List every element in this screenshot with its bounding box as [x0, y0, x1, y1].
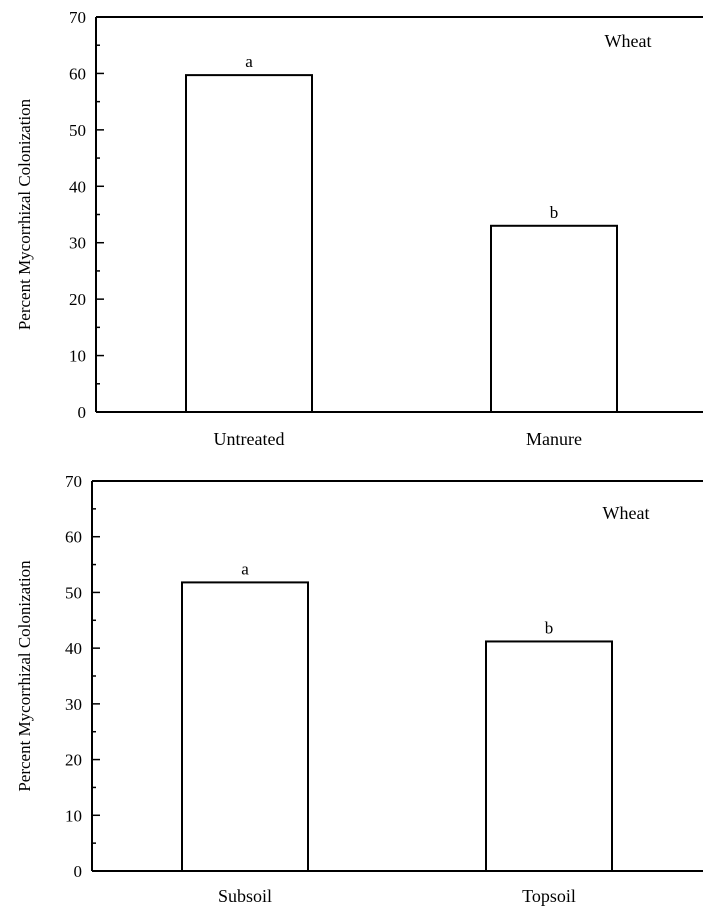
x-category-label: Manure	[526, 429, 582, 449]
bar-topsoil	[485, 640, 613, 873]
y-tick-label: 0	[78, 403, 87, 422]
panel-crop-label: Wheat	[603, 503, 650, 523]
y-tick-label: 70	[65, 472, 82, 491]
y-tick-label: 10	[65, 806, 82, 825]
y-tick-label: 20	[65, 751, 82, 770]
x-category-label: Topsoil	[522, 886, 576, 906]
panel-crop-label: Wheat	[605, 31, 652, 51]
y-axis-title: Percent Mycorrhizal Colonization	[15, 98, 34, 330]
bar-significance-label: b	[545, 618, 554, 637]
y-tick-label: 10	[69, 347, 86, 366]
chart-panel-bottom: 0 10 20 30 40 50 60 70 a Subsoil b Topsoil Percent M…	[15, 472, 703, 906]
bar-subsoil	[181, 581, 309, 873]
bar-significance-label: a	[245, 52, 253, 71]
bar-significance-label: a	[241, 559, 249, 578]
x-category-label: Subsoil	[218, 886, 272, 906]
x-category-label: Untreated	[214, 429, 285, 449]
y-tick-label: 40	[69, 177, 86, 196]
y-tick-label: 0	[74, 862, 83, 881]
y-tick-label: 20	[69, 290, 86, 309]
bar-untreated	[185, 74, 313, 413]
y-tick-label: 30	[69, 234, 86, 253]
y-tick-label: 60	[69, 64, 86, 83]
y-tick-label: 30	[65, 695, 82, 714]
chart-panel-top: 0 10 20 30 40 50 60 70 a Untreated b Manure Percent …	[15, 8, 703, 449]
y-tick-label: 70	[69, 8, 86, 27]
y-tick-label: 50	[69, 121, 86, 140]
y-tick-label: 60	[65, 528, 82, 547]
y-tick-label: 50	[65, 583, 82, 602]
bar-manure	[490, 224, 618, 413]
y-tick-label: 40	[65, 639, 82, 658]
y-axis-title: Percent Mycorrhizal Colonization	[15, 560, 34, 792]
bar-significance-label: b	[550, 203, 559, 222]
